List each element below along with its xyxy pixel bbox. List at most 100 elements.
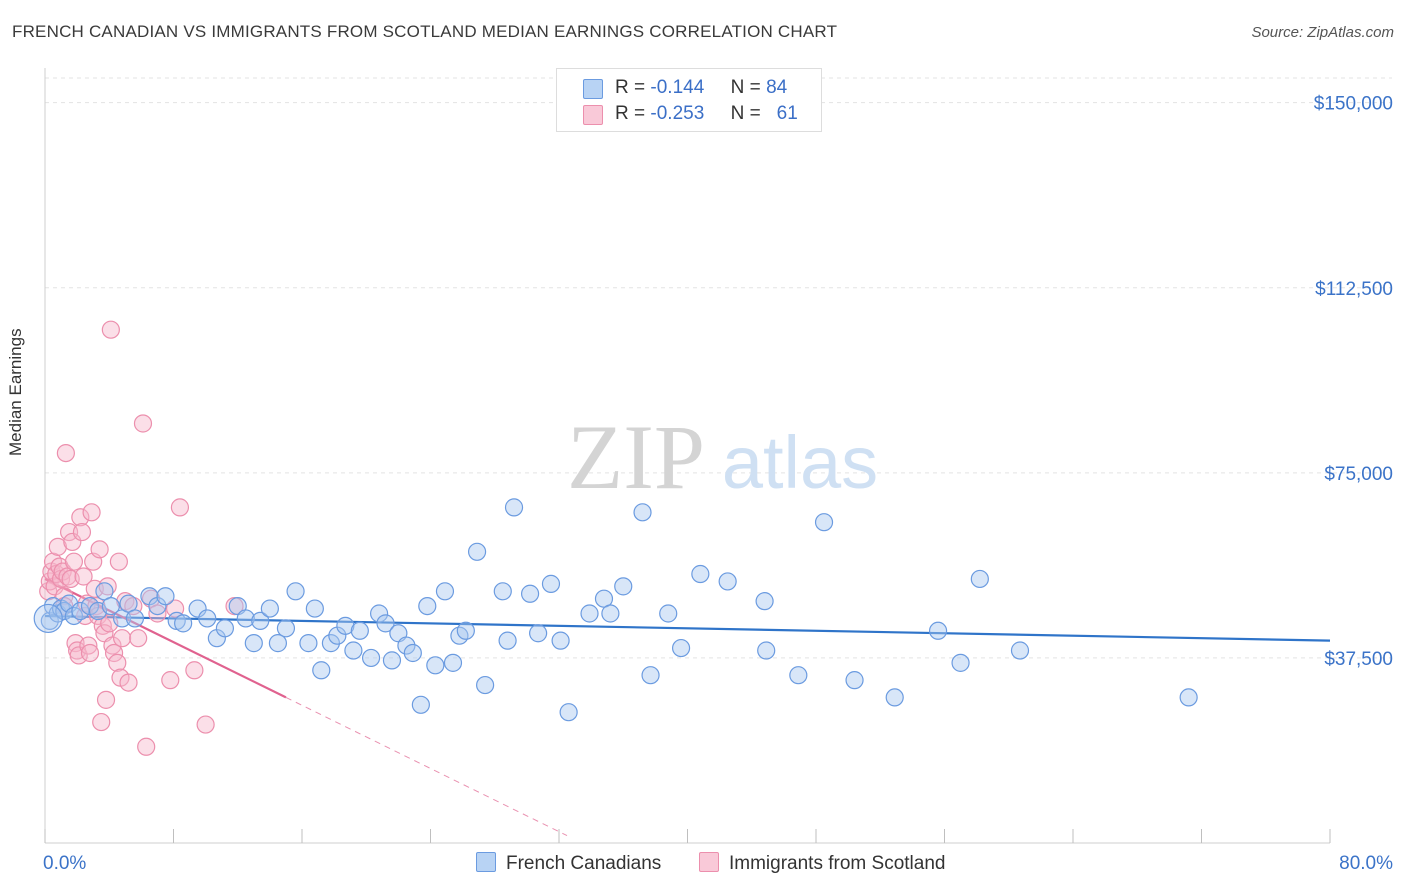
bottom-legend-label: Immigrants from Scotland [729, 853, 946, 874]
data-point-french-canadians [71, 601, 90, 621]
data-point-french-canadians [718, 572, 737, 591]
data-point-french-canadians-cluster [33, 603, 63, 634]
y-tick-label: $150,000 [1314, 94, 1393, 115]
data-point-french-canadians [551, 631, 570, 650]
data-point-french-canadians [370, 604, 389, 623]
data-point-immigrants-from-scotland [119, 673, 138, 692]
data-point-french-canadians [286, 582, 305, 601]
grid-lines [45, 77, 1392, 659]
data-point-french-canadians [691, 564, 710, 584]
data-point-french-canadians [504, 498, 524, 517]
legend-r-label: R = [615, 103, 646, 124]
data-point-french-canadians [928, 621, 948, 640]
data-point-immigrants-from-scotland [72, 522, 92, 542]
data-point-immigrants-from-scotland [92, 712, 111, 732]
data-point-french-canadians [125, 609, 145, 628]
data-point-french-canadians [268, 634, 288, 653]
data-point-french-canadians [529, 624, 548, 643]
data-point-french-canadians [476, 675, 495, 695]
data-point-french-canadians [260, 599, 279, 618]
data-point-french-canadians [755, 592, 774, 611]
data-point-french-canadians [312, 661, 331, 680]
data-point-french-canadians [443, 653, 463, 672]
data-point-french-canadians [305, 599, 324, 618]
data-point-immigrants-from-scotland [96, 690, 116, 709]
data-point-immigrants-from-scotland [79, 636, 98, 655]
data-point-immigrants-from-scotland [104, 643, 124, 663]
data-point-french-canadians [276, 619, 296, 638]
data-point-immigrants-from-scotland [185, 661, 204, 680]
data-point-immigrants-from-scotland [161, 671, 180, 690]
trend-line-french-canadians [44, 614, 1331, 642]
data-point-french-canadians [814, 513, 834, 532]
data-point-french-canadians [520, 584, 540, 603]
axes [44, 68, 1331, 844]
data-point-french-canadians [101, 596, 120, 616]
legend-n-value: 84 [766, 77, 788, 98]
legend-n-value: 61 [776, 103, 798, 124]
data-point-french-canadians [559, 703, 578, 722]
watermark: ZIP atlas [567, 406, 878, 508]
data-point-french-canadians [498, 631, 517, 650]
x-tick-label-max: 80.0% [1339, 853, 1393, 874]
correlation-legend: R = -0.144 N = 84 R = -0.253 N = 61 [556, 68, 822, 132]
data-point-french-canadians [601, 604, 620, 623]
data-point-french-canadians [156, 587, 175, 606]
bottom-legend-immigrants-from-scotland: Immigrants from Scotland [699, 852, 945, 875]
y-tick-label: $75,000 [1324, 464, 1393, 485]
legend-r-value: -0.253 [650, 103, 705, 124]
data-point-french-canadians [174, 614, 193, 633]
data-point-french-canadians [336, 616, 355, 635]
data-point-french-canadians [467, 542, 487, 561]
data-point-french-canadians [435, 582, 455, 601]
data-point-french-canadians [188, 599, 207, 618]
watermark-atlas: atlas [722, 421, 878, 504]
data-point-french-canadians [614, 577, 633, 596]
data-point-french-canadians [1179, 688, 1198, 707]
legend-n-label: N = [730, 103, 761, 124]
data-point-french-canadians [299, 634, 318, 653]
data-point-french-canadians [456, 621, 475, 640]
data-point-french-canadians [236, 609, 255, 628]
data-point-immigrants-from-scotland [64, 552, 84, 571]
data-point-immigrants-from-scotland [112, 629, 132, 648]
y-tick-label: $37,500 [1324, 649, 1393, 670]
watermark-zip: ZIP [567, 406, 705, 508]
y-tick-label: $112,500 [1315, 279, 1393, 300]
data-point-french-canadians [541, 574, 561, 593]
data-point-immigrants-from-scotland [71, 508, 90, 527]
data-point-immigrants-from-scotland [80, 643, 100, 663]
data-point-french-canadians [426, 656, 445, 675]
data-point-french-canadians [361, 648, 381, 668]
data-point-immigrants-from-scotland [129, 629, 148, 648]
data-point-immigrants-from-scotland [196, 715, 215, 734]
series-french-canadians [33, 498, 1198, 722]
data-point-immigrants-from-scotland [56, 443, 75, 463]
data-point-french-canadians [344, 641, 363, 660]
data-point-immigrants-from-scotland [103, 636, 122, 655]
y-axis-label: Median Earnings [6, 328, 25, 456]
data-point-immigrants-from-scotland [101, 320, 120, 339]
data-point-french-canadians [376, 614, 395, 633]
series-immigrants-from-scotland [39, 320, 244, 756]
data-point-immigrants-from-scotland [109, 552, 128, 571]
data-point-french-canadians [580, 604, 599, 623]
data-point-immigrants-from-scotland [69, 646, 88, 665]
data-point-french-canadians [951, 653, 970, 672]
data-point-immigrants-from-scotland [98, 577, 117, 596]
data-point-french-canadians [970, 569, 989, 589]
data-point-french-canadians [659, 604, 678, 623]
data-point-french-canadians [321, 634, 341, 653]
data-point-french-canadians [885, 688, 904, 707]
data-point-french-canadians [403, 643, 422, 663]
bottom-legend-swatch-pink [699, 852, 719, 872]
legend-n-label: N = [730, 77, 761, 98]
chart-title: FRENCH CANADIAN VS IMMIGRANTS FROM SCOTL… [12, 22, 838, 41]
bottom-legend-french-canadians: French Canadians [476, 852, 661, 875]
legend-swatch-blue [583, 79, 603, 99]
legend-r-value: -0.144 [650, 77, 705, 98]
data-point-french-canadians [215, 619, 234, 638]
data-point-immigrants-from-scotland [48, 537, 67, 556]
data-point-french-canadians [350, 621, 369, 640]
